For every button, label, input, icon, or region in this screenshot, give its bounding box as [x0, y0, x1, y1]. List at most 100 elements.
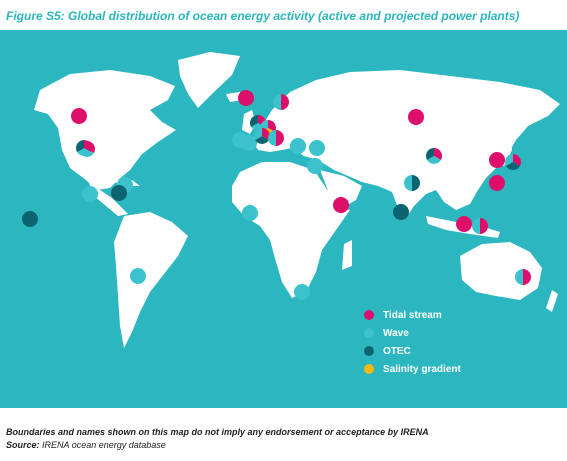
site-marker-south-africa-wave — [294, 284, 310, 300]
legend-swatch-tidal-stream — [364, 310, 374, 320]
figure-title: Figure S5: Global distribution of ocean … — [6, 9, 520, 23]
legend-item-tidal-stream: Tidal stream — [364, 306, 461, 324]
legend-swatch-otec — [364, 346, 374, 356]
site-marker-netherlands-tidal — [268, 120, 276, 132]
world-map — [0, 30, 567, 408]
site-marker-italy-wave — [268, 130, 276, 146]
site-marker-greece-wave — [290, 138, 306, 154]
site-marker-canada-west — [71, 108, 87, 124]
source-text: IRENA ocean energy database — [39, 440, 166, 450]
africa-shape — [232, 162, 350, 298]
legend-label-otec: OTEC — [383, 345, 411, 357]
legend-label-salinity-gradient: Salinity gradient — [383, 363, 461, 375]
new-zealand-shape — [546, 290, 558, 312]
site-marker-japan-otec — [506, 162, 520, 170]
site-marker-australia-wave — [515, 269, 523, 285]
site-marker-taiwan — [489, 175, 505, 191]
madagascar-shape — [342, 240, 352, 270]
south-america-shape — [114, 212, 188, 348]
site-marker-south-africa — [294, 284, 310, 300]
site-marker-turkey — [309, 140, 325, 156]
site-marker-korea-tidal — [489, 152, 505, 168]
legend-label-tidal-stream: Tidal stream — [383, 309, 442, 321]
north-america-shape — [34, 70, 176, 190]
site-marker-caribbean-2-otec — [111, 185, 127, 201]
site-marker-spain-wave — [241, 135, 257, 151]
site-marker-iceland-tidal — [238, 90, 254, 106]
legend-item-otec: OTEC — [364, 342, 461, 360]
site-marker-italy — [268, 130, 284, 146]
site-marker-australia — [515, 269, 531, 285]
site-marker-france-tidal — [262, 128, 270, 140]
site-marker-france-otec — [255, 136, 269, 144]
site-marker-west-africa — [242, 205, 258, 221]
site-marker-us-east-tidal — [84, 140, 92, 152]
site-marker-norway-wave — [273, 94, 281, 110]
site-marker-russia-tidal — [408, 109, 424, 125]
site-marker-japan-wave — [505, 154, 513, 166]
site-marker-chile — [130, 268, 146, 284]
site-marker-indonesia-2-wave — [472, 218, 480, 234]
site-marker-korea — [489, 152, 505, 168]
site-marker-us-east — [76, 140, 92, 156]
australia-shape — [460, 242, 542, 300]
sites-layer — [22, 90, 531, 300]
site-marker-west-africa-wave — [242, 205, 258, 221]
arabia-shape — [320, 170, 362, 208]
site-marker-france-wave — [254, 128, 262, 140]
site-marker-australia-tidal — [523, 269, 531, 285]
disclaimer-text: Boundaries and names shown on this map d… — [6, 427, 429, 437]
site-marker-china-north-wave — [427, 156, 441, 164]
site-marker-east-africa-tidal — [333, 197, 349, 213]
site-marker-hawaii-otec — [22, 211, 38, 227]
site-marker-india-west — [404, 175, 420, 191]
site-marker-us-east-otec — [76, 140, 84, 152]
site-marker-france — [254, 128, 270, 144]
site-marker-canada-west-tidal — [71, 108, 87, 124]
legend-swatch-wave — [364, 328, 374, 338]
site-marker-indonesia-2-tidal — [480, 218, 488, 234]
site-marker-indonesia-1 — [456, 216, 472, 232]
legend-item-salinity-gradient: Salinity gradient — [364, 360, 461, 378]
site-marker-iceland — [238, 90, 254, 106]
land-masses — [34, 52, 560, 348]
site-marker-gulf-of-mexico-wave — [82, 186, 98, 202]
site-marker-gulf-of-mexico — [82, 186, 98, 202]
legend: Tidal stream Wave OTEC Salinity gradient — [364, 306, 461, 378]
site-marker-greece — [290, 138, 306, 154]
world-map-svg — [22, 52, 560, 348]
source-label: Source: — [6, 440, 40, 450]
eurasia-shape — [252, 70, 560, 218]
site-marker-sri-lanka-otec — [393, 204, 409, 220]
site-marker-indonesia-2 — [472, 218, 488, 234]
site-marker-taiwan-tidal — [489, 175, 505, 191]
site-marker-caribbean-2 — [111, 185, 127, 201]
site-marker-india-west-otec — [412, 175, 420, 191]
site-marker-india-west-wave — [404, 175, 412, 191]
site-marker-indonesia-1-tidal — [456, 216, 472, 232]
site-marker-middle-east — [307, 158, 323, 174]
iceland-shape — [226, 92, 242, 102]
central-america-shape — [88, 180, 128, 216]
site-marker-china-north — [426, 148, 442, 164]
site-marker-russia — [408, 109, 424, 125]
site-marker-norway-tidal — [281, 94, 289, 110]
site-marker-east-africa — [333, 197, 349, 213]
site-marker-hawaii — [22, 211, 38, 227]
site-marker-japan-tidal — [513, 154, 521, 166]
legend-item-wave: Wave — [364, 324, 461, 342]
site-marker-chile-wave — [130, 268, 146, 284]
site-marker-japan — [505, 154, 521, 170]
footer: Boundaries and names shown on this map d… — [6, 426, 429, 452]
site-marker-italy-tidal — [276, 130, 284, 146]
site-marker-us-east-wave — [77, 148, 91, 156]
site-marker-china-north-tidal — [434, 148, 442, 160]
greenland-shape — [178, 52, 240, 108]
site-marker-spain — [241, 135, 257, 151]
site-marker-sri-lanka — [393, 204, 409, 220]
site-marker-norway — [273, 94, 289, 110]
site-marker-china-north-otec — [426, 148, 434, 160]
site-marker-middle-east-wave — [307, 158, 323, 174]
legend-swatch-salinity-gradient — [364, 364, 374, 374]
site-marker-uk-otec — [250, 115, 258, 127]
